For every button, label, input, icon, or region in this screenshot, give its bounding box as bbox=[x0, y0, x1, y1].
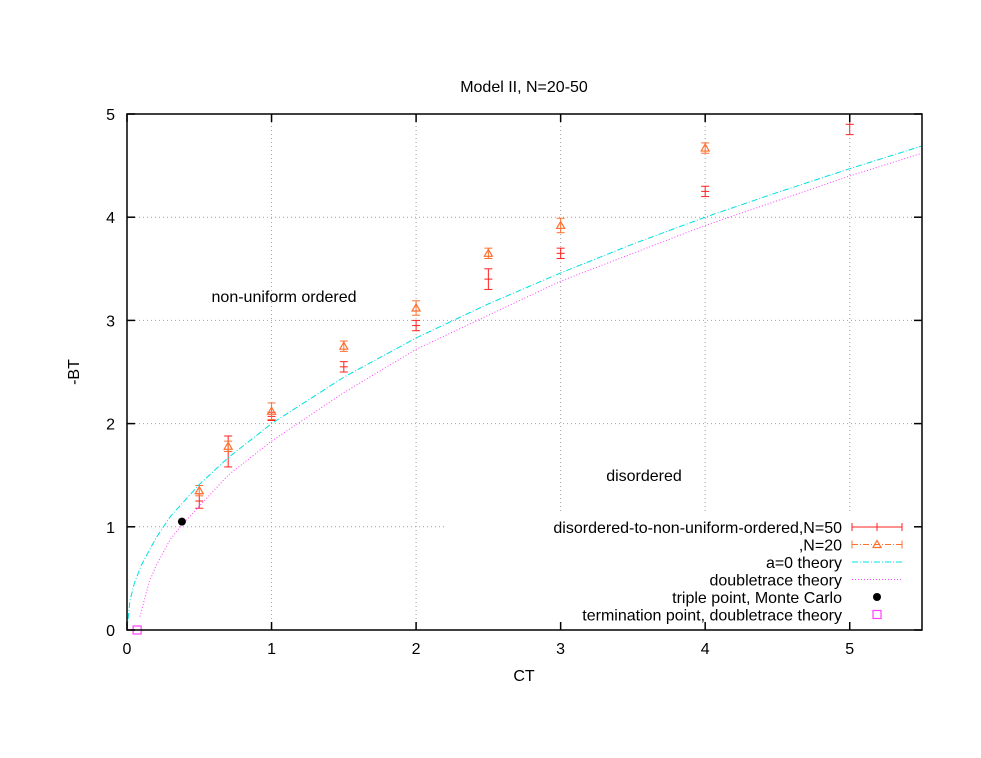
data-point bbox=[483, 248, 494, 257]
series-line bbox=[126, 145, 923, 631]
legend-label: doubletrace theory bbox=[709, 573, 842, 590]
x-tick-label: 2 bbox=[412, 641, 421, 658]
legend-background bbox=[447, 512, 921, 629]
x-axis-label: CT bbox=[513, 668, 535, 685]
legend-label: ,N=20 bbox=[799, 538, 842, 555]
axes: 0 1 2 3 4 5 0 1 2 3 4 5 bbox=[106, 107, 923, 658]
data-point bbox=[338, 340, 349, 350]
chart-title: Model II, N=20-50 bbox=[460, 79, 588, 96]
data-point bbox=[177, 517, 186, 526]
series-1 bbox=[194, 142, 711, 497]
legend-label: disordered-to-non-uniform-ordered,N=50 bbox=[553, 520, 842, 537]
y-tick-label: 1 bbox=[106, 520, 115, 537]
legend-swatch bbox=[871, 539, 883, 549]
data-point bbox=[223, 441, 234, 450]
series-4 bbox=[177, 517, 186, 526]
annotations: non-uniform ordered disordered bbox=[212, 289, 682, 485]
data-point bbox=[411, 302, 422, 312]
x-tick-label: 0 bbox=[123, 641, 132, 658]
series-line bbox=[139, 152, 923, 617]
plot-border bbox=[126, 113, 923, 631]
y-tick-label: 3 bbox=[106, 313, 115, 330]
data-point bbox=[194, 485, 205, 495]
legend-swatch bbox=[872, 609, 882, 620]
y-tick-label: 4 bbox=[106, 210, 115, 227]
y-tick-label: 0 bbox=[106, 623, 115, 640]
legend-swatch bbox=[873, 593, 881, 601]
legend-label: a=0 theory bbox=[766, 555, 842, 572]
x-tick-label: 4 bbox=[701, 641, 710, 658]
annotation-non-uniform-ordered: non-uniform ordered bbox=[212, 289, 357, 306]
series-3 bbox=[139, 152, 923, 617]
x-tick-label: 5 bbox=[845, 641, 854, 658]
y-tick-label: 5 bbox=[106, 107, 115, 124]
legend-label: triple point, Monte Carlo bbox=[672, 590, 842, 607]
series-2 bbox=[126, 145, 923, 631]
annotation-disordered: disordered bbox=[606, 468, 682, 485]
grid bbox=[127, 114, 922, 630]
data-point bbox=[555, 220, 566, 230]
data-point bbox=[700, 142, 711, 152]
x-tick-label: 1 bbox=[267, 641, 276, 658]
series-0 bbox=[195, 113, 854, 509]
legend: disordered-to-non-uniform-ordered,N=50,N… bbox=[553, 520, 903, 625]
x-tick-label: 3 bbox=[556, 641, 565, 658]
y-axis-label: -BT bbox=[66, 359, 83, 385]
y-tick-label: 2 bbox=[106, 417, 115, 434]
legend-label: termination point, doubletrace theory bbox=[582, 608, 842, 625]
data-point bbox=[266, 406, 277, 415]
